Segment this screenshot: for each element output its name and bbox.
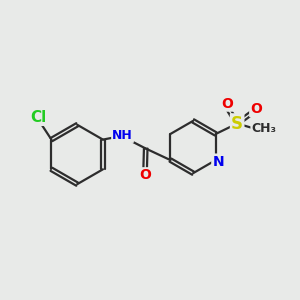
Text: NH: NH <box>112 129 133 142</box>
Text: O: O <box>222 97 234 111</box>
Text: CH₃: CH₃ <box>251 122 276 135</box>
Text: N: N <box>212 154 224 169</box>
Text: S: S <box>231 115 243 133</box>
Text: Cl: Cl <box>31 110 47 125</box>
Text: O: O <box>250 102 262 116</box>
Text: O: O <box>139 168 151 182</box>
